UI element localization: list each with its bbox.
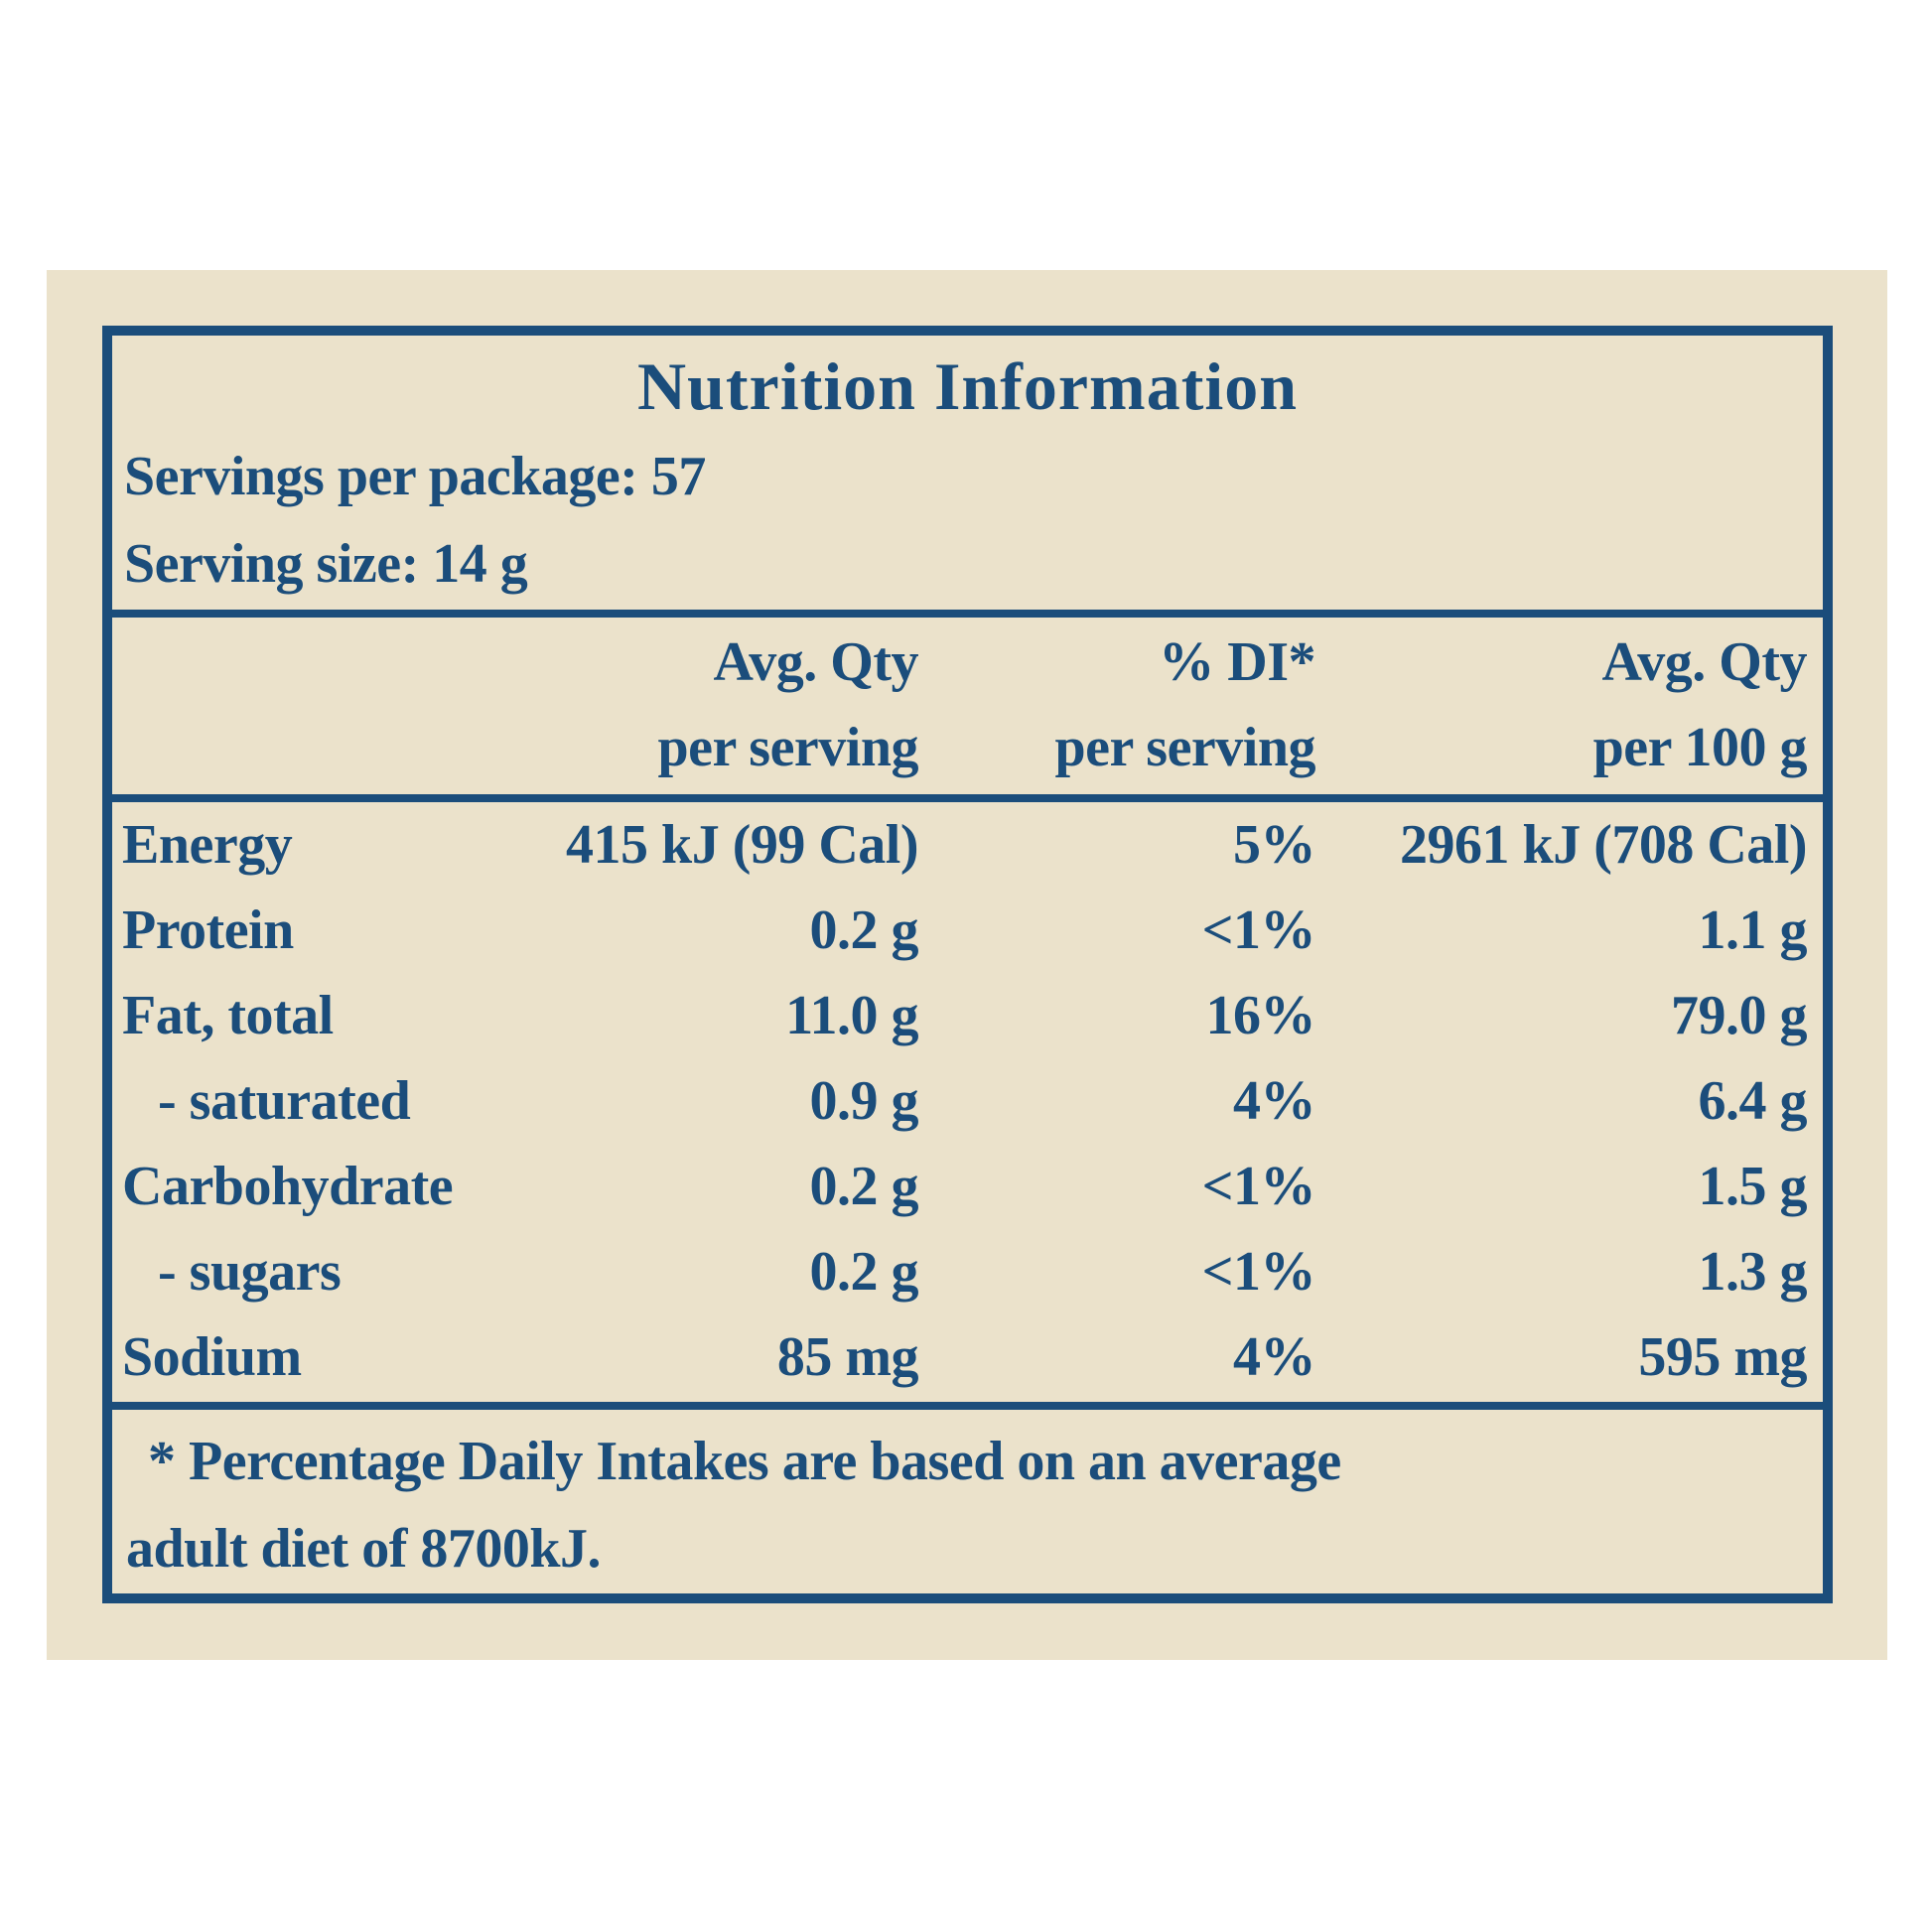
nutrient-name: Protein xyxy=(122,899,294,961)
value-per-serving: 0.2 g xyxy=(809,899,919,961)
value-di-per-serving: <1% xyxy=(1201,1241,1316,1303)
column-header-line: per 100 g xyxy=(1592,717,1808,778)
value-per-serving: 85 mg xyxy=(776,1326,919,1388)
value-per-100g: 2961 kJ (708 Cal) xyxy=(1400,814,1807,876)
nutrient-rows-section: Energy 415 kJ (99 Cal) 5% 2961 kJ (708 C… xyxy=(112,794,1823,1402)
value-per-100g: 595 mg xyxy=(1638,1326,1807,1388)
column-header-avg-qty-per-serving: Avg. Qty per serving xyxy=(521,620,918,794)
value-di-per-serving: 4% xyxy=(1233,1326,1316,1388)
value-per-serving: 0.2 g xyxy=(809,1156,919,1217)
value-per-100g: 1.5 g xyxy=(1698,1156,1808,1217)
table-row-sodium: Sodium 85 mg 4% 595 mg xyxy=(122,1314,1808,1400)
value-per-100g: 1.1 g xyxy=(1698,899,1808,961)
nutrient-name: Energy xyxy=(122,814,293,876)
column-header-line: per serving xyxy=(1054,717,1315,778)
column-header-avg-qty-per-100g: Avg. Qty per 100 g xyxy=(1315,620,1808,794)
column-header-di-per-serving: % DI* per serving xyxy=(918,620,1315,794)
servings-per-package: Servings per package: 57 xyxy=(124,446,706,507)
footnote-line-2: adult diet of 8700kJ. xyxy=(126,1518,602,1580)
value-per-100g: 6.4 g xyxy=(1698,1070,1808,1132)
footnote-line-1: * Percentage Daily Intakes are based on … xyxy=(148,1431,1341,1492)
value-di-per-serving: 16% xyxy=(1205,985,1316,1046)
table-row-sugars: - sugars 0.2 g <1% 1.3 g xyxy=(122,1229,1808,1314)
nutrient-name: - sugars xyxy=(158,1241,342,1303)
column-header-line: Avg. Qty xyxy=(713,631,919,693)
nutrient-name: - saturated xyxy=(158,1070,411,1132)
table-row-protein: Protein 0.2 g <1% 1.1 g xyxy=(122,888,1808,973)
value-per-serving: 415 kJ (99 Cal) xyxy=(566,814,918,876)
value-di-per-serving: <1% xyxy=(1201,1156,1316,1217)
value-per-serving: 0.9 g xyxy=(809,1070,919,1132)
nutrient-name: Fat, total xyxy=(122,985,334,1046)
nutrition-label-panel: Nutrition Information Servings per packa… xyxy=(47,270,1887,1660)
column-header-line: per serving xyxy=(657,717,918,778)
value-per-serving: 0.2 g xyxy=(809,1241,919,1303)
table-title: Nutrition Information xyxy=(636,348,1299,424)
footnote-section: * Percentage Daily Intakes are based on … xyxy=(112,1402,1823,1593)
value-di-per-serving: 4% xyxy=(1233,1070,1316,1132)
nutrition-table: Nutrition Information Servings per packa… xyxy=(102,326,1833,1603)
column-header-row: Avg. Qty per serving % DI* per serving A… xyxy=(112,610,1823,794)
table-row-saturated-fat: - saturated 0.9 g 4% 6.4 g xyxy=(122,1058,1808,1144)
table-row-carbohydrate: Carbohydrate 0.2 g <1% 1.5 g xyxy=(122,1144,1808,1229)
column-header-spacer xyxy=(122,620,521,794)
table-header-section: Nutrition Information Servings per packa… xyxy=(112,336,1823,610)
value-per-100g: 1.3 g xyxy=(1698,1241,1808,1303)
serving-size: Serving size: 14 g xyxy=(124,533,528,595)
column-header-line: Avg. Qty xyxy=(1601,631,1808,693)
value-di-per-serving: 5% xyxy=(1233,814,1316,876)
value-per-serving: 11.0 g xyxy=(785,985,918,1046)
nutrient-name: Carbohydrate xyxy=(122,1156,454,1217)
table-row-energy: Energy 415 kJ (99 Cal) 5% 2961 kJ (708 C… xyxy=(122,802,1808,888)
table-row-fat-total: Fat, total 11.0 g 16% 79.0 g xyxy=(122,973,1808,1058)
value-di-per-serving: <1% xyxy=(1201,899,1316,961)
value-per-100g: 79.0 g xyxy=(1671,985,1808,1046)
nutrient-name: Sodium xyxy=(122,1326,302,1388)
column-header-line: % DI* xyxy=(1159,631,1315,693)
